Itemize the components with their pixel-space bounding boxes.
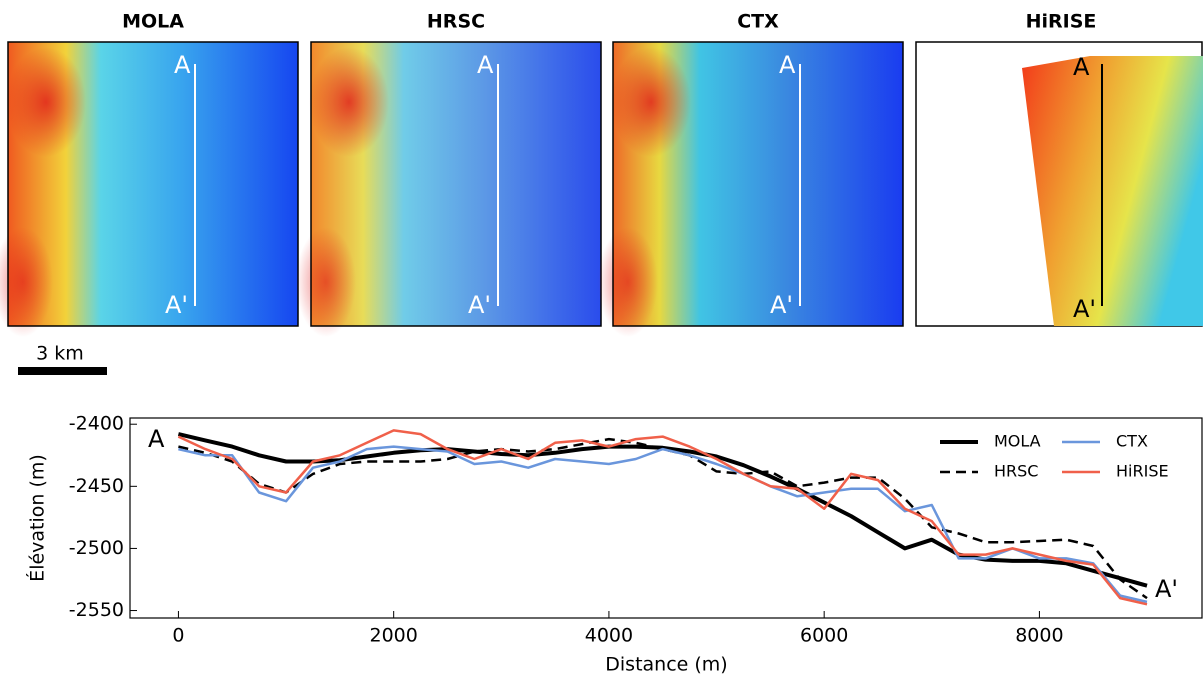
- hot-spot: [611, 47, 691, 157]
- y-tick-label: -2400: [69, 413, 124, 435]
- x-tick-label: 0: [172, 625, 184, 647]
- y-tick-label: -2550: [69, 599, 124, 621]
- scale-bar: [18, 367, 107, 375]
- series-line: [178, 437, 1148, 600]
- annotation: A': [1155, 575, 1178, 603]
- hot-spot: [598, 227, 658, 337]
- series-line: [177, 429, 1148, 606]
- panel-frame: [612, 41, 904, 327]
- profile-end: A': [468, 291, 491, 319]
- panel-title: HRSC: [427, 11, 485, 33]
- x-axis-label: Distance (m): [605, 654, 727, 676]
- hot-spot: [296, 227, 356, 337]
- plot-frame: [129, 417, 1203, 619]
- legend-label: HRSC: [994, 462, 1038, 481]
- panel-title: CTX: [737, 11, 779, 33]
- legend-label: MOLA: [994, 432, 1041, 451]
- panel-frame: [310, 41, 602, 327]
- profile-start: A: [174, 51, 191, 79]
- y-tick-label: -2450: [69, 475, 124, 497]
- profile-end: A': [165, 291, 188, 319]
- panel-title: HiRISE: [1026, 11, 1097, 33]
- panel-frame: [7, 41, 299, 327]
- hot-spot: [0, 227, 53, 337]
- y-axis-label: Élévation (m): [26, 454, 49, 582]
- profile-start: A: [477, 51, 494, 79]
- scale-label: 3 km: [36, 343, 84, 365]
- hot-spot: [6, 47, 86, 157]
- annotation: A: [148, 425, 165, 453]
- profile-start: A: [1073, 53, 1090, 81]
- profile-end: A': [1073, 295, 1096, 323]
- series-line: [177, 432, 1148, 588]
- profile-start: A: [779, 51, 796, 79]
- y-tick-label: -2500: [69, 537, 124, 559]
- x-tick-label: 6000: [800, 625, 848, 647]
- profile-end: A': [770, 291, 793, 319]
- x-tick-label: 8000: [1015, 625, 1063, 647]
- x-tick-label: 4000: [585, 625, 633, 647]
- legend-label: HiRISE: [1116, 462, 1169, 481]
- x-tick-label: 2000: [369, 625, 417, 647]
- panel-image: [1022, 56, 1203, 326]
- profile-chart: -2400 -2450 -2500 -2550 0 2000 4000 6000 8000 Dis…: [26, 413, 1203, 676]
- panel-title: MOLA: [122, 11, 184, 33]
- series-line: [178, 445, 1148, 604]
- legend-label: CTX: [1116, 432, 1148, 451]
- hot-spot: [309, 47, 389, 157]
